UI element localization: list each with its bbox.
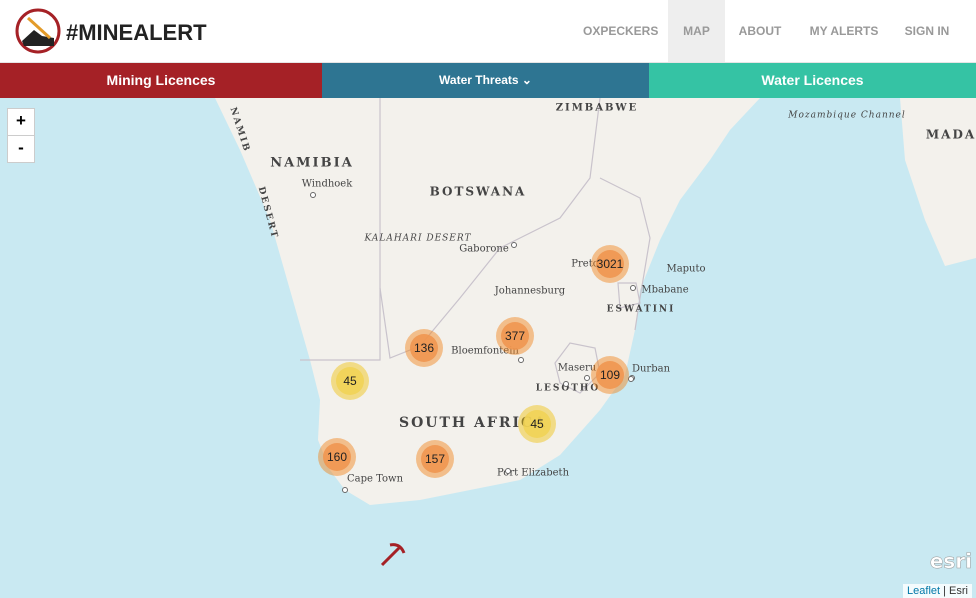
cluster-count: 136 xyxy=(414,341,434,355)
map-label: LESOTHO xyxy=(536,384,601,394)
map-label: Maputo xyxy=(666,264,705,275)
city-dot xyxy=(630,285,636,291)
zoom-in[interactable]: + xyxy=(7,108,35,136)
city-dot xyxy=(563,381,569,387)
map-label: SOUTH AFRICA xyxy=(399,415,547,431)
cluster-marker[interactable] xyxy=(323,443,351,471)
map-label: Windhoek xyxy=(302,179,354,190)
cluster-count: 157 xyxy=(425,452,445,466)
map-label: NAMIBIA xyxy=(270,156,354,171)
cluster-marker[interactable] xyxy=(501,322,529,350)
map-label: Durban xyxy=(632,364,671,375)
map-label: ZIMBABWE xyxy=(556,103,639,114)
tab[interactable]: Water Licences xyxy=(649,63,976,98)
map-label: Bloemfontein xyxy=(451,346,519,357)
logo-text[interactable]: #MINEALERT xyxy=(66,20,207,45)
nav-active xyxy=(668,0,725,62)
tab[interactable]: Water Threats ⌄ xyxy=(322,63,649,98)
logo-icon xyxy=(15,8,61,54)
caret: ⌄ xyxy=(518,73,532,87)
map-label: Port Elizabeth xyxy=(497,468,570,479)
map-label: Pretoria xyxy=(571,259,612,270)
map-label: ESWATINI xyxy=(607,305,676,315)
cluster-marker[interactable] xyxy=(596,361,624,389)
map[interactable]: ZIMBABWE NAMIBIA BOTSWANA Windhoek KALAHARI … xyxy=(0,98,976,598)
map-label: Gaborone xyxy=(459,244,509,255)
city-dot xyxy=(342,487,348,493)
city-dot xyxy=(518,357,524,363)
map-label: Maseru xyxy=(558,363,597,374)
tab[interactable]: Mining Licences xyxy=(0,63,322,98)
nav-link[interactable]: MAP xyxy=(683,24,710,38)
separator: | xyxy=(940,585,950,597)
map-label: MADA xyxy=(926,128,976,142)
esri-logo: esri xyxy=(930,549,972,573)
nav-link[interactable]: ABOUT xyxy=(738,24,782,38)
header: #MINEALERT OXPECKERS MAP ABOUT MY ALERTS SIG… xyxy=(0,0,976,63)
cluster-count: 3021 xyxy=(597,257,624,271)
nav-link[interactable]: OXPECKERS xyxy=(583,24,659,38)
map-label: Johannesburg xyxy=(494,286,566,297)
attribution-text: Esri xyxy=(949,585,968,597)
attribution: Leaflet | Esri xyxy=(903,584,972,598)
map-label: Cape Town xyxy=(347,474,404,485)
nav-link[interactable]: MY ALERTS xyxy=(809,24,879,38)
cluster-marker[interactable] xyxy=(596,250,624,278)
city-dot xyxy=(511,242,517,248)
city-dot xyxy=(628,376,634,382)
city-dot xyxy=(310,192,316,198)
map-label: BOTSWANA xyxy=(430,185,527,199)
cluster-count: 45 xyxy=(343,374,357,388)
cluster-count: 109 xyxy=(600,368,620,382)
cluster-marker[interactable] xyxy=(336,367,364,395)
tab-bar: Mining Licences Water Threats ⌄ Water Lice… xyxy=(0,63,976,98)
cluster-count: 45 xyxy=(530,417,544,431)
cluster-marker[interactable] xyxy=(421,445,449,473)
attribution-link[interactable]: Leaflet xyxy=(907,585,941,597)
cluster-count: 160 xyxy=(327,450,347,464)
cluster-marker[interactable] xyxy=(410,334,438,362)
city-dot xyxy=(584,375,590,381)
city-dot xyxy=(505,468,511,474)
map-label: KALAHARI DESERT xyxy=(363,234,471,244)
map-label: Mozambique Channel xyxy=(787,111,906,121)
cluster-count: 377 xyxy=(505,329,525,343)
nav-link[interactable]: SIGN IN xyxy=(904,24,950,38)
zoom-out[interactable]: - xyxy=(7,135,35,163)
cluster-marker[interactable] xyxy=(523,410,551,438)
map-label: Mbabane xyxy=(641,285,688,296)
